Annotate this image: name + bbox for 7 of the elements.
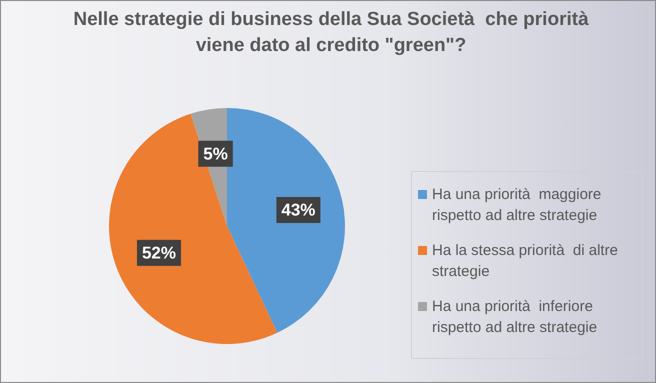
legend-label: Ha una priorità inferiore rispetto ad altre strategie (432, 297, 598, 338)
chart-title: Nelle strategie di business della Sua Società che priorità viene dato al credito "green"? (72, 8, 590, 58)
data-label: 43% (281, 200, 316, 220)
legend-label: Ha la stessa priorità di altre strategie (432, 241, 619, 282)
data-label: 52% (142, 244, 176, 263)
legend-label: Ha una priorità maggiore rispetto ad altre strategie (432, 185, 602, 226)
data-label: 5% (203, 144, 228, 164)
